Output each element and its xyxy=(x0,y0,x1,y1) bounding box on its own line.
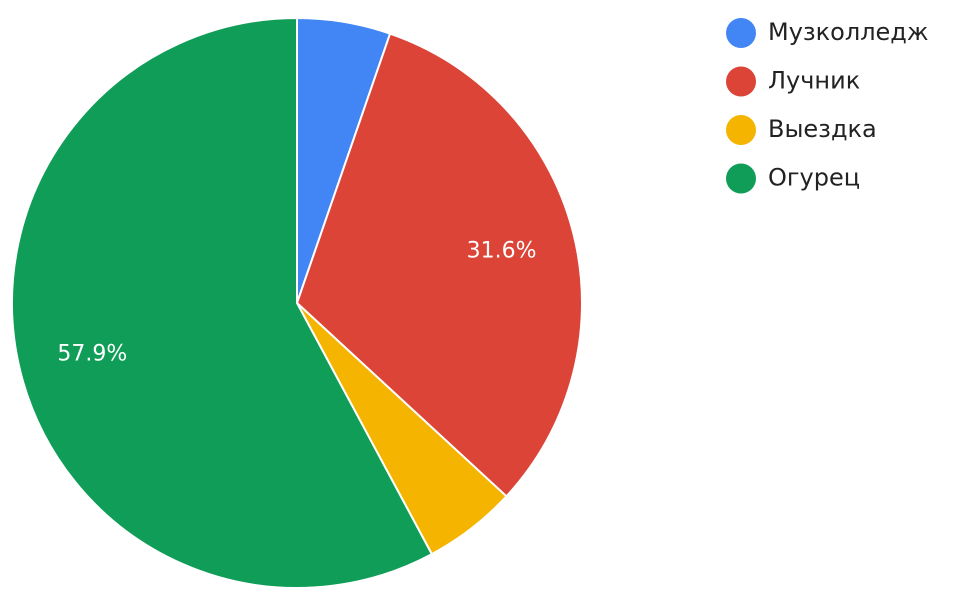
legend-marker xyxy=(726,66,756,97)
slice-label: 57.9% xyxy=(57,341,127,366)
legend-label: Музколледж xyxy=(768,18,929,46)
legend-label: Огурец xyxy=(768,164,860,192)
pie-slice xyxy=(11,16,434,589)
legend-marker xyxy=(726,18,756,48)
legend-marker xyxy=(726,163,756,194)
legend-label: Лучник xyxy=(768,67,860,95)
legend-marker xyxy=(726,115,756,145)
legend-label: Выездка xyxy=(768,115,877,143)
slice-label: 31.6% xyxy=(467,239,537,264)
pie-slice xyxy=(295,32,583,498)
